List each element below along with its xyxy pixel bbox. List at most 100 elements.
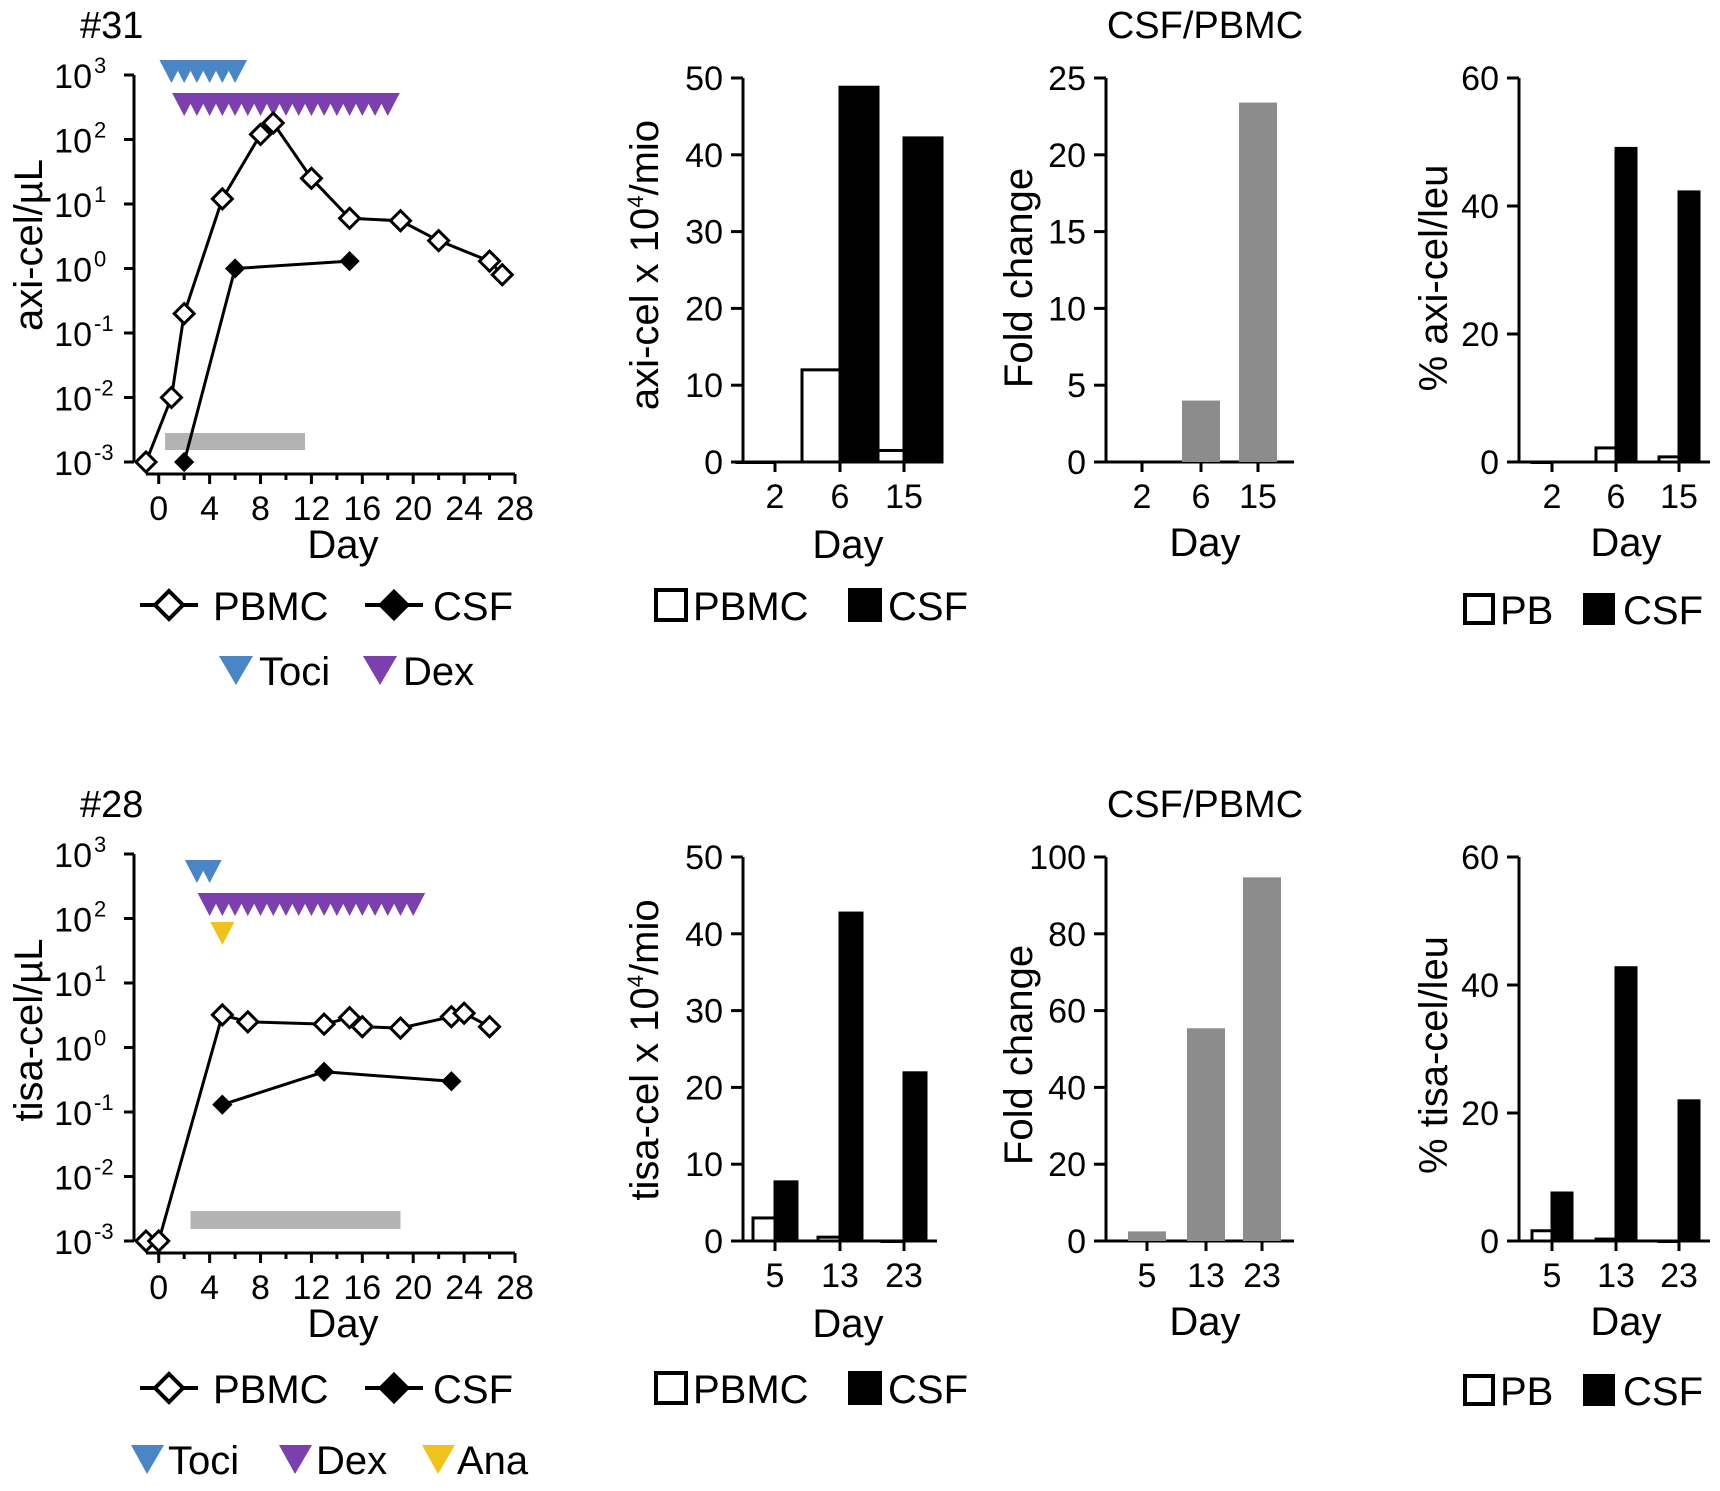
x-tick-label: 4 <box>200 1269 219 1307</box>
y-tick-label-exponent: 2 <box>94 118 106 143</box>
y-tick-label-base: 10 <box>54 123 92 161</box>
legend-label-csf: CSF <box>433 1368 513 1412</box>
series-line-pbmc <box>146 1011 491 1243</box>
legend-label-csf: CSF <box>888 1368 968 1412</box>
legend-label-pbmc: PBMC <box>213 585 329 629</box>
y-tick-label: 20 <box>1048 137 1086 175</box>
x-axis-label: Day <box>1590 521 1661 565</box>
y-axis-label: axi-cel/µL <box>7 159 51 331</box>
legend-label-pb: PB <box>1500 1370 1553 1414</box>
legend: PBMC CSF <box>654 1368 968 1412</box>
y-tick-label: 0 <box>1067 1223 1086 1261</box>
panel-p31-percent: % axi-cel/leu Day 0 20 40 60 2 6 15 PB CSF <box>1412 60 1710 633</box>
data-point-csf <box>314 1061 335 1082</box>
y-tick-label-exponent: 1 <box>94 182 106 207</box>
y-tick-label-exponent: -2 <box>94 376 114 401</box>
y-axis-label-sup: 4 <box>623 975 648 987</box>
bar-plot-area: 0 5 10 15 20 25 2 6 15 <box>1048 60 1294 516</box>
legend-swatch-csf <box>848 588 882 622</box>
legend-ana-triangle-icon <box>422 1445 455 1474</box>
bar-pb <box>1657 1239 1681 1243</box>
legend-label-csf: CSF <box>433 585 513 629</box>
y-tick-label: 10 <box>54 58 92 96</box>
panel-title: CSF/PBMC <box>1107 784 1303 826</box>
y-tick-label: 20 <box>1461 1095 1499 1133</box>
data-point-pbmc <box>337 206 362 231</box>
legend-item-toci: Toci <box>131 1439 239 1483</box>
y-tick-label-exponent: 0 <box>94 1026 106 1051</box>
data-point-pbmc <box>146 1228 171 1254</box>
y-tick-label-exponent: 2 <box>94 897 106 922</box>
data-point-csf <box>224 258 246 279</box>
legend-label-toci: Toci <box>259 650 330 694</box>
x-tick-label: 5 <box>766 1257 785 1295</box>
legend: PB CSF <box>1463 589 1703 633</box>
y-tick-label-base: 10 <box>54 837 92 875</box>
y-tick-label: 30 <box>685 214 723 252</box>
x-tick-label: 6 <box>831 478 850 516</box>
y-tick-label: 0 <box>704 444 723 482</box>
bar-csf <box>902 1071 928 1243</box>
data-point-pbmc <box>248 122 273 147</box>
data-point-pbmc <box>159 385 184 410</box>
y-tick-label: 0 <box>1480 1223 1499 1261</box>
y-tick-label-base: 10 <box>54 1095 92 1133</box>
y-tick-label: 60 <box>1461 839 1499 877</box>
legend-dex-triangle-icon <box>363 656 397 685</box>
bar-pbmc <box>800 368 842 464</box>
bar-pbmc <box>880 1239 906 1243</box>
y-tick-label: 10 <box>54 123 92 161</box>
toci-dose-marker <box>223 60 248 83</box>
bar-csf <box>1550 1191 1574 1243</box>
legend-swatch-csf <box>1583 593 1615 625</box>
x-tick-label: 28 <box>496 490 534 528</box>
y-tick-label: 40 <box>1461 188 1499 226</box>
data-point-pbmc <box>299 166 324 191</box>
legend-swatch-csf <box>1583 1374 1615 1406</box>
y-tick-label: 20 <box>1048 1146 1086 1184</box>
y-tick-label: 20 <box>1461 316 1499 354</box>
data-point-pbmc <box>210 1002 235 1028</box>
panel-p28-percent: % tisa-cel/leu Day 0 20 40 60 5 13 23 PB CSF <box>1412 839 1710 1414</box>
data-point-pbmc <box>477 1014 502 1039</box>
legend-toci-triangle-icon <box>219 656 253 685</box>
x-tick-label: 15 <box>1239 478 1277 516</box>
y-axis-label-suffix: /mio <box>623 899 667 975</box>
y-tick-label: 60 <box>1461 60 1499 98</box>
legend-item-csf: CSF <box>365 1368 513 1412</box>
y-tick-label: 0 <box>1480 444 1499 482</box>
y-axis-label-main: tisa-cel x 10 <box>623 987 667 1200</box>
panel-title: CSF/PBMC <box>1107 5 1303 47</box>
data-point-pbmc <box>477 249 502 274</box>
y-tick-label: 40 <box>1461 967 1499 1005</box>
x-tick-label: 0 <box>149 490 168 528</box>
bar-plot-area: 0 10 20 30 40 50 2 6 15 <box>685 60 944 516</box>
panel-p31-fold: CSF/PBMC Fold change Day 0 5 10 15 20 25 2 6 15 <box>997 5 1303 565</box>
y-tick-label-exponent: -1 <box>94 1090 114 1115</box>
legend-label-csf: CSF <box>888 585 968 629</box>
bar-pbmc <box>735 460 777 464</box>
series-line-csf <box>221 1070 452 1107</box>
y-axis-label: axi-cel x 104/mio <box>623 120 667 410</box>
x-tick-label: 8 <box>251 490 270 528</box>
y-tick-label-exponent: 0 <box>94 247 106 272</box>
data-point-pbmc <box>172 301 197 326</box>
panel-p28-fold: CSF/PBMC Fold change Day 0 20 40 60 80 100 5 13… <box>997 784 1303 1344</box>
y-tick-label-base: 10 <box>54 381 92 419</box>
x-tick-label: 16 <box>343 490 381 528</box>
legend-item-dex: Dex <box>363 650 474 694</box>
y-axis-label: % axi-cel/leu <box>1412 165 1456 392</box>
series-line-csf <box>182 259 350 463</box>
legend-label-csf: CSF <box>1623 1370 1703 1414</box>
data-point-csf <box>339 251 360 272</box>
x-axis-label: Day <box>1169 1300 1240 1344</box>
bar-pb <box>1657 455 1681 464</box>
y-tick-label: 10 <box>54 1031 92 1069</box>
panel-label-31: #31 <box>80 5 143 47</box>
toci-dose-marker <box>197 860 222 883</box>
legend-item-csf: CSF <box>365 585 513 629</box>
bar-csf <box>773 1180 799 1243</box>
bar-csf <box>1614 966 1638 1243</box>
x-axis-label: Day <box>307 523 378 567</box>
y-tick-label: 10 <box>54 316 92 354</box>
